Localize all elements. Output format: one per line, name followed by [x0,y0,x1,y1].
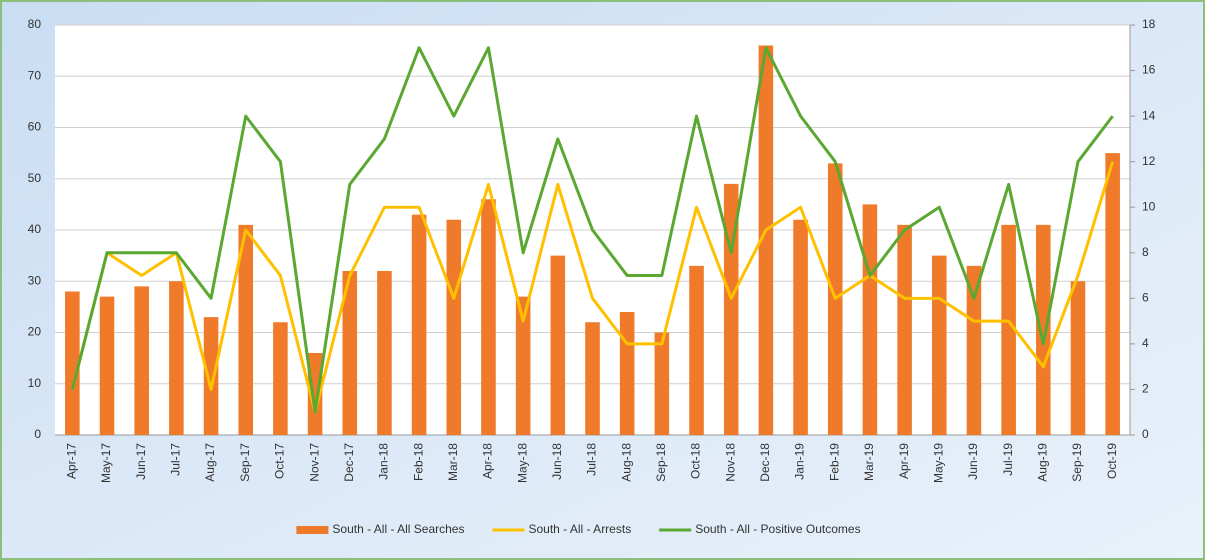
bar [758,45,774,435]
legend-label: South - All - All Searches [332,522,464,536]
x-tick-label: Jun-17 [134,443,148,480]
x-tick-label: Mar-19 [862,443,876,481]
x-tick-label: Apr-18 [481,443,495,479]
y-tick-label: 20 [28,325,42,339]
x-tick-label: May-18 [515,443,529,483]
bar [203,317,219,435]
y2-tick-label: 8 [1142,245,1149,259]
x-tick-label: Aug-18 [619,443,633,482]
legend-swatch [296,526,329,534]
bar [1105,153,1120,435]
x-tick-label: Jul-17 [169,443,183,476]
x-tick-label: Feb-19 [827,443,841,481]
x-tick-label: Jun-18 [550,443,564,480]
bar [897,224,912,435]
line [70,161,1115,414]
y2-tick-label: 12 [1142,154,1156,168]
y2-tick-label: 14 [1142,108,1156,122]
x-tick-label: Apr-19 [897,443,911,479]
x-tick-label: Apr-17 [65,443,79,479]
y2-tick-label: 0 [1142,427,1149,441]
bar [411,214,427,435]
line [70,46,1114,414]
x-tick-label: Dec-17 [342,443,356,482]
x-tick-label: Jan-19 [793,443,807,480]
y2-tick-label: 6 [1142,291,1149,305]
bar [307,353,323,435]
bar [134,286,149,435]
legend-label: South - All - Positive Outcomes [695,522,860,536]
y-tick-label: 60 [28,120,42,134]
bar [619,312,635,435]
x-tick-label: Nov-17 [307,443,321,482]
bar [1070,281,1086,435]
y-tick-label: 80 [28,17,42,31]
y2-tick-label: 16 [1142,63,1156,77]
x-tick-label: Feb-18 [411,443,425,481]
x-tick-label: Jul-18 [585,443,599,476]
x-tick-label: Mar-18 [446,443,460,481]
bar [966,265,982,435]
bar [585,322,600,435]
y-tick-label: 50 [28,171,42,185]
legend-label: South - All - Arrests [528,522,631,536]
x-tick-label: Jun-19 [966,443,980,480]
bar [723,183,739,435]
bar [169,281,184,435]
x-tick-label: Aug-17 [203,443,217,482]
x-tick-label: Nov-18 [723,443,737,482]
x-tick-label: Oct-17 [273,443,287,479]
y2-tick-label: 2 [1142,382,1149,396]
bar [1001,224,1016,435]
bar [273,322,288,435]
bar [1036,224,1051,435]
x-tick-label: Jul-19 [1001,443,1015,476]
y-tick-label: 30 [28,273,42,287]
x-tick-label: Sep-19 [1070,443,1084,482]
bar [377,271,392,435]
bar [689,265,704,435]
x-tick-label: Aug-19 [1035,443,1049,482]
bar [446,219,462,435]
x-tick-label: Sep-18 [654,443,668,482]
bar [65,291,80,435]
y-tick-label: 10 [28,376,42,390]
y2-tick-label: 18 [1142,17,1156,31]
bar [238,224,254,435]
y-tick-label: 0 [34,427,41,441]
y2-tick-label: 4 [1142,336,1149,350]
bar [654,332,670,435]
x-tick-label: May-19 [931,443,945,483]
x-tick-label: Dec-18 [758,443,772,482]
bar [515,296,531,435]
bar [931,255,947,435]
bar [342,271,358,435]
y-tick-label: 40 [28,222,42,236]
x-tick-label: Sep-17 [238,443,252,482]
y-tick-label: 70 [28,68,42,82]
bar [862,204,878,435]
bar [550,255,566,435]
bar [481,199,496,435]
x-tick-label: Jan-18 [377,443,391,480]
x-tick-label: Oct-18 [689,443,703,479]
bar [793,219,808,435]
y2-tick-label: 10 [1142,199,1156,213]
bar [99,296,115,435]
x-tick-label: May-17 [99,443,113,483]
x-tick-label: Oct-19 [1105,443,1119,479]
